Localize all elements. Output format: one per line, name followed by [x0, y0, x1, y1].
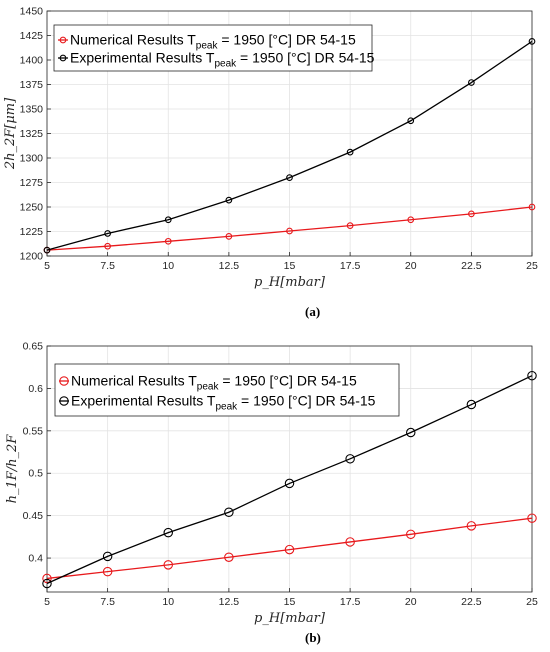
data-point	[102, 551, 113, 562]
x-axis-label: p_H[mbar]	[254, 611, 326, 626]
chart-b: 5 7.5 10 12.5 15 17.5 20 22.5 25 0.4 0.45 0.5 0.55 0.…	[5, 341, 538, 627]
caption-a: (a)	[305, 304, 321, 319]
data-point	[104, 242, 111, 250]
x-tick-label: 22.5	[461, 260, 482, 272]
data-point	[43, 246, 51, 254]
legend-entry: Numerical Results Tpeak = 1950 [°C] DR 5…	[71, 373, 357, 393]
legend-entry: Experimental Results Tpeak = 1950 [°C] D…	[70, 50, 375, 70]
chart-a: 5 7.5 10 12.5 15 17.5 20 22.5 25 1200 1225 1250 1275…	[3, 6, 538, 291]
x-axis-label: p_H[mbar]	[254, 275, 326, 290]
data-point	[284, 478, 295, 489]
y-tick-label: 1275	[20, 177, 44, 189]
y-tick-label: 1350	[20, 104, 44, 116]
y-tick-label: 1425	[20, 30, 44, 42]
data-point	[286, 174, 293, 181]
y-tick-label: 0.4	[28, 553, 43, 565]
data-point	[466, 521, 477, 531]
x-tick-label: 20	[405, 596, 417, 608]
data-point	[286, 227, 293, 235]
data-point	[407, 216, 415, 224]
y-axis-label: h_1F/h_2F	[5, 434, 20, 504]
legend: Numerical Results Tpeak = 1950 [°C] DR 5…	[53, 24, 375, 72]
y-tick-label: 0.5	[28, 468, 43, 480]
data-point	[468, 79, 475, 86]
x-tick-label: 25	[526, 260, 538, 272]
data-point	[224, 507, 234, 518]
y-tick-label: 1300	[20, 153, 44, 165]
x-tick-label: 7.5	[100, 260, 115, 272]
data-point	[346, 148, 354, 156]
x-tick-label: 15	[284, 260, 296, 272]
series-line	[46, 375, 533, 585]
legend-marker	[59, 36, 67, 44]
legend: Numerical Results Tpeak = 1950 [°C] DR 5…	[54, 363, 400, 417]
data-point	[407, 117, 415, 125]
data-point	[42, 578, 52, 589]
data-point	[224, 552, 234, 562]
data-point	[164, 237, 172, 245]
x-tick-label: 25	[526, 596, 538, 608]
caption-b: (b)	[305, 630, 321, 645]
data-point	[225, 233, 233, 240]
y-tick-label: 0.55	[23, 425, 44, 437]
data-point	[164, 216, 172, 224]
data-point	[104, 230, 111, 237]
x-tick-label: 5	[44, 596, 50, 608]
data-point	[284, 544, 295, 555]
y-tick-label: 1225	[20, 226, 44, 238]
x-tick-label: 17.5	[340, 596, 361, 608]
data-point	[102, 566, 113, 577]
series-experimental	[43, 38, 536, 254]
y-tick-label: 0.45	[23, 510, 44, 522]
y-tick-label: 1250	[20, 202, 44, 214]
data-point	[527, 513, 537, 523]
y-tick-label: 1200	[20, 251, 44, 263]
x-tick-label: 7.5	[100, 596, 115, 608]
data-point	[163, 527, 174, 538]
legend-box	[54, 363, 400, 417]
data-point	[163, 560, 174, 570]
series-line	[46, 40, 533, 251]
legend-entry: Numerical Results Tpeak = 1950 [°C] DR 5…	[70, 32, 356, 52]
data-point	[405, 427, 416, 438]
data-point	[527, 370, 537, 381]
x-tick-label: 10	[162, 596, 174, 608]
series-line	[46, 517, 533, 580]
data-point	[528, 203, 536, 211]
x-tick-label: 17.5	[340, 260, 361, 272]
x-tick-label: 5	[44, 260, 50, 272]
y-tick-label: 0.6	[28, 383, 43, 395]
data-point	[225, 196, 233, 204]
y-tick-label: 1325	[20, 128, 44, 140]
series-line	[46, 206, 533, 251]
data-point	[468, 210, 475, 218]
series-numerical	[42, 513, 537, 584]
data-point	[345, 537, 355, 547]
x-tick-label: 22.5	[461, 596, 482, 608]
data-point	[528, 38, 536, 45]
legend-marker	[59, 396, 69, 406]
y-tick-label: 1400	[20, 55, 44, 67]
legend-marker	[59, 54, 67, 62]
x-tick-label: 12.5	[219, 596, 240, 608]
data-point	[405, 529, 416, 540]
data-point	[345, 454, 355, 464]
y-tick-label: 1450	[20, 6, 44, 18]
series-experimental	[42, 370, 537, 589]
legend-entry: Experimental Results Tpeak = 1950 [°C] D…	[71, 393, 376, 413]
x-tick-label: 12.5	[219, 260, 240, 272]
data-point	[466, 399, 477, 410]
x-tick-label: 10	[162, 260, 174, 272]
x-tick-label: 20	[405, 260, 417, 272]
y-tick-label: 0.65	[23, 341, 44, 353]
data-point	[42, 573, 52, 584]
data-point	[346, 222, 354, 229]
legend-marker	[59, 376, 69, 386]
y-tick-label: 1375	[20, 79, 44, 91]
legend-box	[53, 24, 373, 72]
x-tick-label: 15	[284, 596, 296, 608]
y-axis-label: 2h_2F[μm]	[3, 97, 18, 170]
